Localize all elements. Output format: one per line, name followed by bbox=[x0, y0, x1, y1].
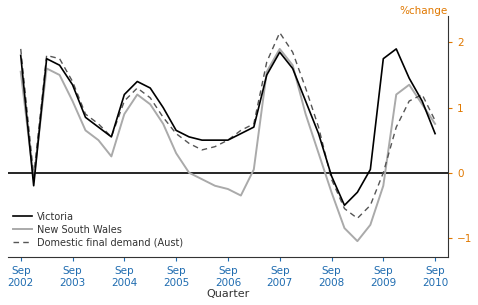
X-axis label: Quarter: Quarter bbox=[206, 289, 250, 300]
Text: %change: %change bbox=[400, 5, 448, 16]
Legend: Victoria, New South Wales, Domestic final demand (Aust): Victoria, New South Wales, Domestic fina… bbox=[12, 212, 183, 248]
